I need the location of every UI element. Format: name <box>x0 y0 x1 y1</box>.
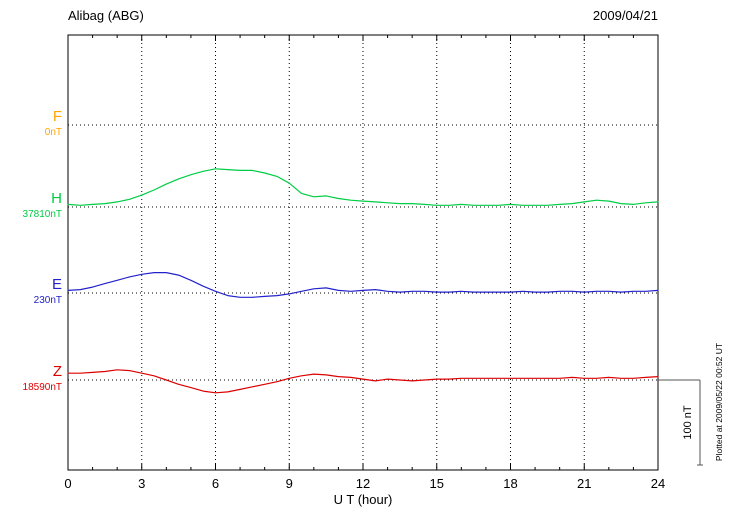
x-tick-label: 21 <box>577 476 591 491</box>
x-tick-label: 3 <box>138 476 145 491</box>
x-tick-label: 18 <box>503 476 517 491</box>
series-baseline-value-H: 37810nT <box>23 209 62 220</box>
series-baseline-value-Z: 18590nT <box>23 382 62 393</box>
series-label-H: H <box>51 190 62 207</box>
trace-H <box>67 168 659 206</box>
x-tick-label: 15 <box>430 476 444 491</box>
series-baseline-value-E: 230nT <box>34 295 62 306</box>
series-label-Z: Z <box>53 363 62 380</box>
scale-bar-label: 100 nT <box>682 405 694 440</box>
series-label-E: E <box>52 276 62 293</box>
x-tick-label: 9 <box>286 476 293 491</box>
x-tick-label: 12 <box>356 476 370 491</box>
plot-border <box>67 34 659 471</box>
trace-Z <box>67 369 659 394</box>
x-tick-label: 6 <box>212 476 219 491</box>
series-label-F: F <box>53 108 62 125</box>
trace-E <box>67 272 659 298</box>
x-tick-label: 24 <box>651 476 665 491</box>
x-axis-label: U T (hour) <box>334 492 393 507</box>
station-title: Alibag (ABG) <box>68 8 144 23</box>
plotted-at-note: Plotted at 2009/05/22 00:52 UT <box>714 343 724 461</box>
date-label: 2009/04/21 <box>592 8 658 23</box>
x-tick-label: 0 <box>64 476 71 491</box>
series-baseline-value-F: 0nT <box>45 127 62 138</box>
